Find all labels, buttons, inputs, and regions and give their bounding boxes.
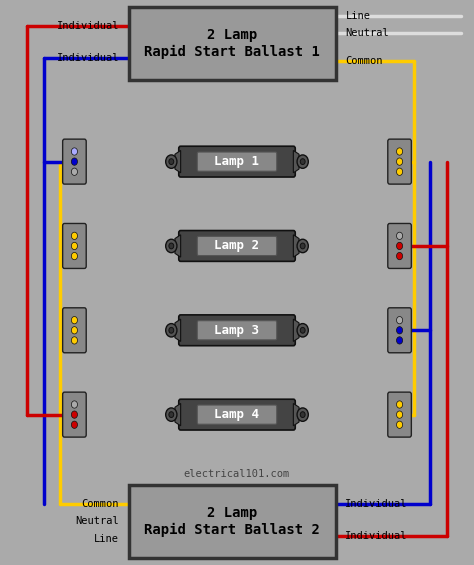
FancyBboxPatch shape <box>388 139 411 184</box>
Circle shape <box>72 253 77 260</box>
Text: Lamp 3: Lamp 3 <box>215 324 259 337</box>
Circle shape <box>72 148 77 155</box>
FancyBboxPatch shape <box>179 399 295 430</box>
Circle shape <box>72 337 77 344</box>
Circle shape <box>72 411 77 418</box>
Text: Lamp 1: Lamp 1 <box>215 155 259 168</box>
FancyBboxPatch shape <box>179 315 295 346</box>
Polygon shape <box>293 403 299 426</box>
Text: Lamp 2: Lamp 2 <box>215 240 259 253</box>
FancyBboxPatch shape <box>197 236 277 255</box>
Circle shape <box>300 412 305 418</box>
Circle shape <box>300 243 305 249</box>
Text: Individual: Individual <box>346 531 408 541</box>
Circle shape <box>169 159 174 164</box>
Circle shape <box>297 155 308 168</box>
Circle shape <box>166 324 177 337</box>
Circle shape <box>300 327 305 333</box>
Circle shape <box>397 232 402 240</box>
Text: Neutral: Neutral <box>75 516 119 527</box>
Text: Lamp 4: Lamp 4 <box>215 408 259 421</box>
Circle shape <box>169 243 174 249</box>
Text: Common: Common <box>346 56 383 66</box>
Circle shape <box>166 239 177 253</box>
Circle shape <box>297 408 308 421</box>
FancyBboxPatch shape <box>388 392 411 437</box>
Text: 2 Lamp
Rapid Start Ballast 1: 2 Lamp Rapid Start Ballast 1 <box>145 28 320 59</box>
Circle shape <box>72 401 77 408</box>
FancyBboxPatch shape <box>388 308 411 353</box>
Text: Line: Line <box>94 534 119 544</box>
Circle shape <box>72 327 77 334</box>
FancyBboxPatch shape <box>63 224 86 268</box>
Circle shape <box>397 242 402 250</box>
Circle shape <box>397 168 402 175</box>
Circle shape <box>397 148 402 155</box>
Text: Neutral: Neutral <box>346 28 389 38</box>
Circle shape <box>397 337 402 344</box>
Circle shape <box>166 408 177 421</box>
FancyBboxPatch shape <box>197 321 277 340</box>
FancyBboxPatch shape <box>128 7 336 80</box>
Polygon shape <box>293 235 299 257</box>
Circle shape <box>397 253 402 260</box>
FancyBboxPatch shape <box>179 146 295 177</box>
Polygon shape <box>175 319 181 341</box>
Circle shape <box>72 316 77 324</box>
Circle shape <box>300 159 305 164</box>
Circle shape <box>297 324 308 337</box>
Text: 2 Lamp
Rapid Start Ballast 2: 2 Lamp Rapid Start Ballast 2 <box>145 506 320 537</box>
Circle shape <box>72 242 77 250</box>
Circle shape <box>72 421 77 428</box>
FancyBboxPatch shape <box>63 308 86 353</box>
FancyBboxPatch shape <box>179 231 295 262</box>
Circle shape <box>169 412 174 418</box>
Circle shape <box>397 327 402 334</box>
Circle shape <box>397 421 402 428</box>
Circle shape <box>397 158 402 166</box>
Text: Common: Common <box>82 499 119 509</box>
Text: electrical101.com: electrical101.com <box>184 468 290 479</box>
Circle shape <box>72 168 77 175</box>
Polygon shape <box>175 150 181 173</box>
Circle shape <box>169 327 174 333</box>
Text: Individual: Individual <box>57 21 119 31</box>
Circle shape <box>297 239 308 253</box>
Circle shape <box>397 411 402 418</box>
FancyBboxPatch shape <box>63 139 86 184</box>
Circle shape <box>166 155 177 168</box>
FancyBboxPatch shape <box>197 405 277 424</box>
Circle shape <box>397 401 402 408</box>
Circle shape <box>72 158 77 166</box>
Text: Individual: Individual <box>57 53 119 63</box>
Polygon shape <box>293 150 299 173</box>
FancyBboxPatch shape <box>388 224 411 268</box>
Circle shape <box>72 232 77 240</box>
Text: Line: Line <box>346 11 370 21</box>
Text: Individual: Individual <box>346 499 408 509</box>
Polygon shape <box>175 403 181 426</box>
FancyBboxPatch shape <box>63 392 86 437</box>
Polygon shape <box>293 319 299 341</box>
FancyBboxPatch shape <box>128 485 336 558</box>
Polygon shape <box>175 235 181 257</box>
Circle shape <box>397 316 402 324</box>
FancyBboxPatch shape <box>197 152 277 171</box>
